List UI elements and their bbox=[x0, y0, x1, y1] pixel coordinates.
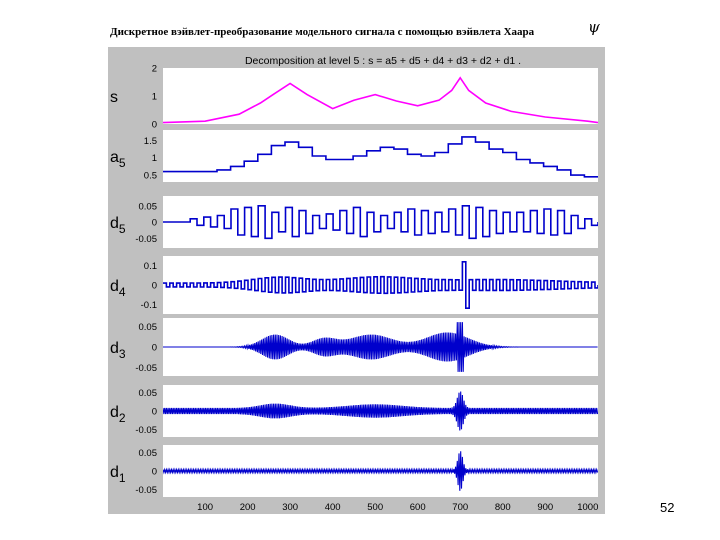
panels-group: 210s1.510.5a50.050-0.05d50.10-0.1d40.050… bbox=[110, 64, 598, 497]
y-tick-label: 0.05 bbox=[139, 201, 158, 212]
panel-label: s bbox=[110, 89, 118, 106]
x-tick-label: 300 bbox=[282, 502, 298, 513]
x-tick-label: 1000 bbox=[577, 502, 598, 513]
y-tick-label: 0.5 bbox=[144, 171, 157, 182]
y-tick-label: -0.1 bbox=[141, 300, 157, 311]
series-line-a5 bbox=[163, 136, 598, 178]
x-tick-label: 500 bbox=[367, 502, 383, 513]
panel-label: d1 bbox=[110, 464, 126, 485]
panel-axes-area bbox=[163, 130, 598, 182]
panel-label: d4 bbox=[110, 278, 126, 299]
slide-title: Дискретное вэйвлет-преобразование модель… bbox=[110, 26, 535, 38]
panel-label: d3 bbox=[110, 340, 126, 361]
y-tick-label: 0 bbox=[152, 281, 157, 292]
x-tick-label: 600 bbox=[410, 502, 426, 513]
panel-label: d2 bbox=[110, 404, 126, 425]
panel-d4: 0.1 0 -0.1 d4 bbox=[110, 256, 598, 314]
series-line-d5 bbox=[163, 205, 598, 240]
y-tick-label: -0.05 bbox=[135, 485, 157, 496]
y-tick-label: 1 bbox=[152, 92, 157, 103]
panel-d5: 0.05 0 -0.05 d5 bbox=[110, 196, 598, 248]
y-tick-label: 0.05 bbox=[139, 448, 158, 459]
panel-d2: 0.05 0 -0.05 d2 bbox=[110, 385, 598, 437]
y-tick-label: -0.05 bbox=[135, 234, 157, 245]
psi-symbol: ψ bbox=[588, 18, 600, 36]
series-line-s bbox=[163, 76, 598, 124]
panel-d3: 0.05 0 -0.05 d3 bbox=[110, 318, 598, 376]
series-line-d4 bbox=[163, 261, 598, 309]
y-tick-label: 0 bbox=[152, 467, 157, 478]
panel-label: a5 bbox=[110, 149, 126, 170]
y-tick-label: 1 bbox=[152, 153, 157, 164]
x-tick-label: 800 bbox=[495, 502, 511, 513]
series-line-d1 bbox=[163, 451, 598, 491]
y-tick-label: 0 bbox=[152, 218, 157, 229]
y-tick-label: 2 bbox=[152, 64, 157, 75]
y-tick-label: 0 bbox=[152, 407, 157, 418]
y-tick-label: -0.05 bbox=[135, 363, 157, 374]
x-tick-label: 100 bbox=[197, 502, 213, 513]
y-tick-label: 1.5 bbox=[144, 136, 157, 147]
panel-d1: 0.05 0 -0.05 d1 bbox=[110, 445, 598, 497]
x-axis: 100 200 300 400 500 600 700 800 900 1000 bbox=[197, 502, 598, 513]
x-tick-label: 400 bbox=[325, 502, 341, 513]
y-tick-label: -0.05 bbox=[135, 425, 157, 436]
y-tick-label: 0 bbox=[152, 343, 157, 354]
page-number: 52 bbox=[660, 500, 675, 515]
y-tick-label: 0.05 bbox=[139, 322, 158, 333]
y-tick-label: 0 bbox=[152, 120, 157, 131]
x-tick-label: 900 bbox=[537, 502, 553, 513]
series-line-d3 bbox=[163, 322, 598, 372]
y-tick-label: 0.05 bbox=[139, 388, 158, 399]
y-tick-label: 0.1 bbox=[144, 261, 157, 272]
x-tick-label: 700 bbox=[452, 502, 468, 513]
x-tick-label: 200 bbox=[240, 502, 256, 513]
panel-a5: 1.5 1 0.5 a5 bbox=[110, 130, 598, 182]
panel-s: 2 1 0 s bbox=[110, 64, 598, 131]
series-line-d2 bbox=[163, 391, 598, 431]
panel-label: d5 bbox=[110, 215, 126, 236]
chart-title: Decomposition at level 5 : s = a5 + d5 +… bbox=[245, 55, 521, 67]
